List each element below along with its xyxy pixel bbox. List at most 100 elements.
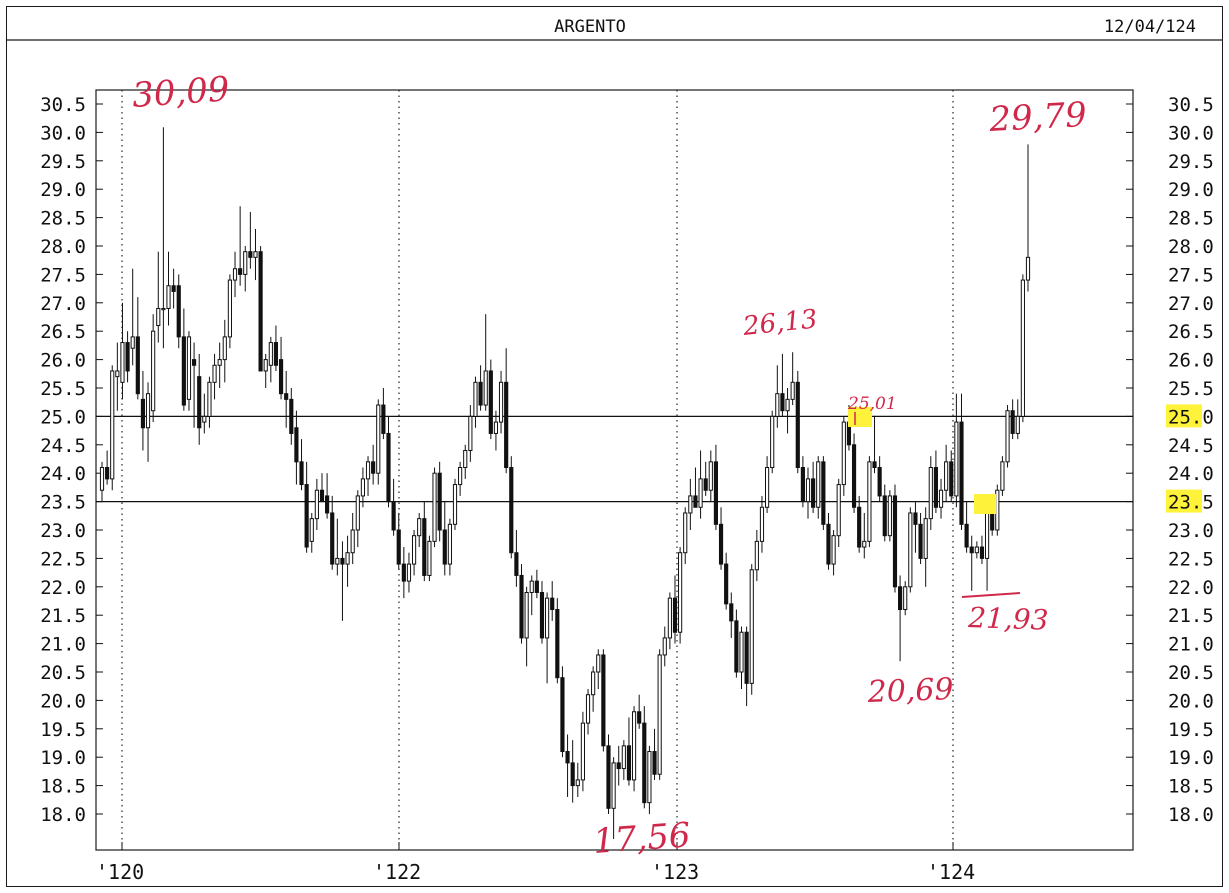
candle-down: [703, 478, 708, 491]
candle-up: [350, 529, 355, 554]
candle-down: [550, 597, 555, 611]
candle-down: [192, 359, 197, 366]
x-tick-label: '124: [927, 860, 975, 884]
candle-up: [355, 495, 360, 531]
candle-up: [683, 512, 688, 554]
candle-down: [396, 529, 401, 565]
candle-up: [222, 336, 227, 361]
candle-down: [713, 461, 719, 525]
chart-date: 12/04/124: [1104, 17, 1196, 37]
candle-up: [575, 779, 580, 787]
candle-down: [238, 268, 243, 275]
annotation-label: 20,69: [866, 672, 954, 710]
y-tick-highlight: [1166, 404, 1202, 428]
candle-up: [411, 535, 417, 565]
candle-up: [314, 489, 319, 520]
candle-down: [964, 523, 969, 548]
horizontal-level-lines: [96, 415, 1133, 503]
candle-down: [197, 376, 202, 429]
y-tick-label-left: 19.0: [40, 747, 86, 769]
candle-down: [601, 654, 606, 747]
candle-down: [304, 484, 309, 548]
candle-up: [867, 461, 872, 542]
candle-down: [555, 609, 560, 679]
y-tick-label-left: 18.0: [40, 804, 86, 826]
candle-down: [371, 461, 376, 474]
candle-up: [493, 421, 499, 434]
y-tick-label-left: 30.0: [40, 122, 86, 144]
candle-up: [923, 518, 928, 559]
candle-down: [918, 523, 923, 559]
candle-up: [161, 307, 166, 311]
candle-up: [468, 415, 473, 451]
candle-up: [120, 342, 125, 383]
candle-down: [422, 518, 427, 576]
candle-up: [903, 586, 908, 611]
candle-down: [780, 393, 785, 412]
y-tick-label-left: 23.5: [40, 492, 86, 514]
candle-up: [816, 461, 821, 508]
candle-down: [913, 512, 918, 525]
candle-up: [345, 552, 350, 565]
candle-down: [734, 620, 739, 673]
candle-up: [376, 404, 381, 474]
candle-up: [678, 552, 683, 633]
candle-down: [135, 336, 140, 395]
candle-down: [606, 745, 611, 809]
candle-up: [1015, 415, 1020, 434]
annotation-label: 30,09: [131, 69, 231, 116]
candle-up: [1000, 461, 1005, 491]
candle-up: [754, 540, 759, 571]
candle-up: [156, 307, 161, 327]
candle-up: [657, 654, 662, 775]
candle-up: [1005, 410, 1010, 463]
y-tick-highlight: [1166, 489, 1202, 513]
candle-up: [974, 546, 979, 554]
candle-down: [504, 381, 509, 469]
y-tick-label-left: 20.0: [40, 690, 86, 712]
candle-down: [176, 285, 181, 338]
candle-up: [447, 523, 452, 565]
candle-up: [110, 370, 115, 480]
candle-up: [151, 330, 156, 412]
candle-up: [432, 472, 437, 542]
x-axis: '120 '122 '123 '124: [96, 842, 975, 884]
y-tick-label-left: 28.5: [40, 208, 86, 230]
candle-up: [1020, 279, 1025, 417]
candle-up: [145, 393, 151, 429]
candle-down: [340, 557, 345, 565]
candle-down: [693, 495, 698, 508]
candle-down: [821, 461, 826, 525]
y-tick-label-right: 21.0: [1168, 634, 1214, 656]
candle-up: [954, 421, 959, 497]
plot-area-border: [95, 89, 1134, 851]
candle-down: [509, 467, 514, 554]
candle-up: [759, 506, 765, 542]
candle-up: [417, 518, 422, 537]
candle-down: [570, 762, 575, 787]
candle-down: [642, 722, 647, 804]
candle-down: [744, 631, 749, 684]
y-tick-label-left: 21.0: [40, 634, 86, 656]
candle-down: [898, 586, 903, 611]
y-tick-label-right: 20.5: [1168, 662, 1214, 684]
annotation-highlight: [974, 494, 996, 514]
candle-up: [591, 671, 596, 696]
candle-down: [811, 478, 816, 508]
right-price-axis: 30.5 30.0 29.5 29.0 28.5 28.0 27.5 27.0 26.5 26.0…: [1126, 94, 1214, 826]
candle-down: [171, 285, 176, 292]
candle-down: [979, 546, 985, 559]
candle-up: [749, 569, 754, 684]
y-tick-label-right: 18.0: [1168, 804, 1214, 826]
candle-down: [800, 467, 805, 503]
candle-up: [984, 512, 990, 559]
candle-up: [621, 745, 626, 770]
annotation-label: 17,56: [592, 815, 692, 862]
candle-up: [836, 484, 841, 537]
y-tick-label-right: 24.0: [1168, 463, 1214, 485]
candle-up: [739, 631, 744, 673]
candles: [99, 127, 1031, 839]
candle-up: [647, 751, 652, 804]
candle-up: [498, 381, 504, 423]
